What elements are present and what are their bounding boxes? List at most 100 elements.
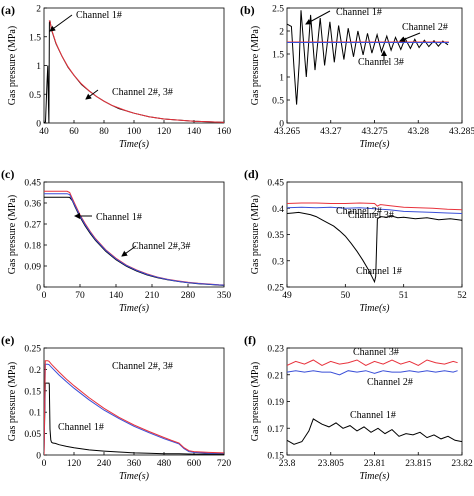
panel-e-tag: (e) xyxy=(1,333,14,347)
annotation-label: Channel 1# xyxy=(76,10,122,21)
y-tick-label: 0.2 xyxy=(29,366,41,376)
y-tick-label: 0.35 xyxy=(267,231,284,241)
y-tick-label: 0.1 xyxy=(29,409,41,419)
x-tick-label: 43.27 xyxy=(320,127,342,137)
x-tick-label: 70 xyxy=(75,291,85,301)
y-axis-label: Gas pressure (MPa) xyxy=(250,26,261,105)
x-tick-label: 160 xyxy=(217,127,232,137)
x-tick-label: 23.8 xyxy=(279,459,296,469)
x-tick-label: 49 xyxy=(282,291,292,301)
panel-a-tag: (a) xyxy=(1,3,15,17)
series-line-channel-2- xyxy=(287,206,462,214)
series-line-channel-3- xyxy=(287,359,458,366)
series-line-channel-1- xyxy=(44,382,224,455)
x-tick-label: 600 xyxy=(187,459,202,469)
y-tick-label: 0.3 xyxy=(272,257,284,267)
y-tick-label: 0.18 xyxy=(24,242,41,252)
x-tick-label: 23.82 xyxy=(451,459,473,469)
y-tick-label: 0.25 xyxy=(267,284,284,294)
x-tick-label: 80 xyxy=(99,127,109,137)
y-axis-label: Gas pressure (MPa) xyxy=(7,362,18,441)
y-tick-label: 0.45 xyxy=(267,179,284,189)
x-axis-label: Time(s) xyxy=(360,303,391,314)
annotation-arrow xyxy=(305,10,331,25)
panel-c: (c) 0 70 140 210 280 350 0 0.09 0.18 0.27 0.36 0.45… xyxy=(1,167,231,314)
x-tick-label: 23.805 xyxy=(318,459,344,469)
x-tick-label: 0 xyxy=(42,459,47,469)
x-tick-label: 120 xyxy=(157,127,172,137)
x-tick-label: 120 xyxy=(67,459,82,469)
annotation-label: Channel 2# xyxy=(367,377,413,388)
panel-f: (f) 23.8 23.805 23.81 23.815 23.82 0.15 0.17 0.… xyxy=(244,333,473,482)
annotation-label: Channel 2# xyxy=(402,22,448,33)
y-tick-label: 0.5 xyxy=(29,91,41,101)
x-tick-label: 0 xyxy=(42,291,47,301)
y-tick-label: 0.09 xyxy=(24,263,41,273)
x-axis-label: Time(s) xyxy=(119,471,150,482)
panel-b: (b) 43.265 43.27 43.275 43.28 43.285 0 0.5 1 1.5… xyxy=(240,3,474,150)
series-line-channel-2- xyxy=(287,370,458,376)
y-tick-label: 0.23 xyxy=(267,345,284,355)
x-tick-label: 60 xyxy=(69,127,79,137)
annotation-arrow xyxy=(85,89,99,100)
panel-e: (e) 0 120 240 360 480 600 720 0 0.05 0.1 0.15 0.2 0.… xyxy=(1,333,231,482)
annotation-label: Channel 1# xyxy=(350,410,396,421)
x-tick-label: 43.285 xyxy=(449,127,474,137)
y-axis-label: Gas pressure (MPa) xyxy=(250,195,261,274)
panel-f-tag: (f) xyxy=(244,333,256,347)
y-tick-label: 0.15 xyxy=(24,387,41,397)
y-tick-label: 0 xyxy=(36,452,41,462)
y-tick-label: 0.15 xyxy=(267,452,284,462)
x-tick-label: 280 xyxy=(181,291,196,301)
x-tick-label: 51 xyxy=(399,291,409,301)
x-axis-label: Time(s) xyxy=(119,303,150,314)
panel-a: (a) 40 60 80 100 120 140 160 0 0.5 1 1.5 2 Time(s) Ga… xyxy=(1,3,231,150)
x-tick-label: 40 xyxy=(39,127,49,137)
series-line-channel-1- xyxy=(287,418,462,445)
y-tick-label: 0.36 xyxy=(24,200,41,210)
y-tick-label: 1 xyxy=(279,74,284,84)
series-line-channel-3- xyxy=(287,202,462,211)
x-tick-label: 140 xyxy=(109,291,124,301)
x-tick-label: 43.275 xyxy=(361,127,387,137)
y-axis-label: Gas pressure (MPa) xyxy=(7,26,18,105)
x-tick-label: 210 xyxy=(145,291,160,301)
series-line-channel-3- xyxy=(44,193,224,286)
plot-frame xyxy=(43,7,225,124)
annotation-arrow xyxy=(399,32,421,42)
annotation-arrow xyxy=(49,14,73,32)
x-tick-label: 720 xyxy=(217,459,232,469)
series-line-channel-1- xyxy=(287,10,449,105)
plot-area-d: 49 50 51 52 0.25 0.3 0.35 0.4 0.45 Time(s) Gas pre… xyxy=(250,179,467,315)
annotation-label: Channel 2# xyxy=(336,206,382,217)
annotation-label: Channel 2#, 3# xyxy=(112,87,173,98)
annotation-label: Channel 3# xyxy=(348,210,394,221)
panel-d-tag: (d) xyxy=(244,167,259,181)
y-tick-label: 0.5 xyxy=(272,97,284,107)
y-tick-label: 0 xyxy=(36,284,41,294)
y-tick-label: 0.17 xyxy=(267,425,284,435)
annotation-label: Channel 1# xyxy=(96,212,142,223)
y-tick-label: 2.5 xyxy=(272,5,284,15)
x-tick-label: 43.265 xyxy=(274,127,300,137)
x-tick-label: 240 xyxy=(97,459,112,469)
y-axis-label: Gas pressure (MPa) xyxy=(250,362,261,441)
x-tick-label: 52 xyxy=(457,291,467,301)
y-tick-label: 0.19 xyxy=(267,398,284,408)
plot-frame xyxy=(286,347,463,456)
annotation-label: Channel 1# xyxy=(58,422,104,433)
y-tick-label: 0.27 xyxy=(24,221,41,231)
annotation-label: Channel 3# xyxy=(358,57,404,68)
plot-area-e: 0 120 240 360 480 600 720 0 0.05 0.1 0.15 0.2 0.25 Ti… xyxy=(7,345,231,483)
annotation-label: Channel 1# xyxy=(336,7,382,18)
y-tick-label: 0.05 xyxy=(24,430,41,440)
plot-area-a: 40 60 80 100 120 140 160 0 0.5 1 1.5 2 Time(s) Gas pr… xyxy=(7,5,231,151)
x-tick-label: 43.28 xyxy=(408,127,430,137)
y-axis-label: Gas pressure (MPa) xyxy=(7,195,18,274)
panel-b-tag: (b) xyxy=(240,3,255,17)
y-tick-label: 2 xyxy=(36,5,41,15)
annotation-label: Channel 1# xyxy=(356,266,402,277)
y-tick-label: 1.5 xyxy=(272,51,284,61)
series-line-channel-2- xyxy=(44,363,224,455)
